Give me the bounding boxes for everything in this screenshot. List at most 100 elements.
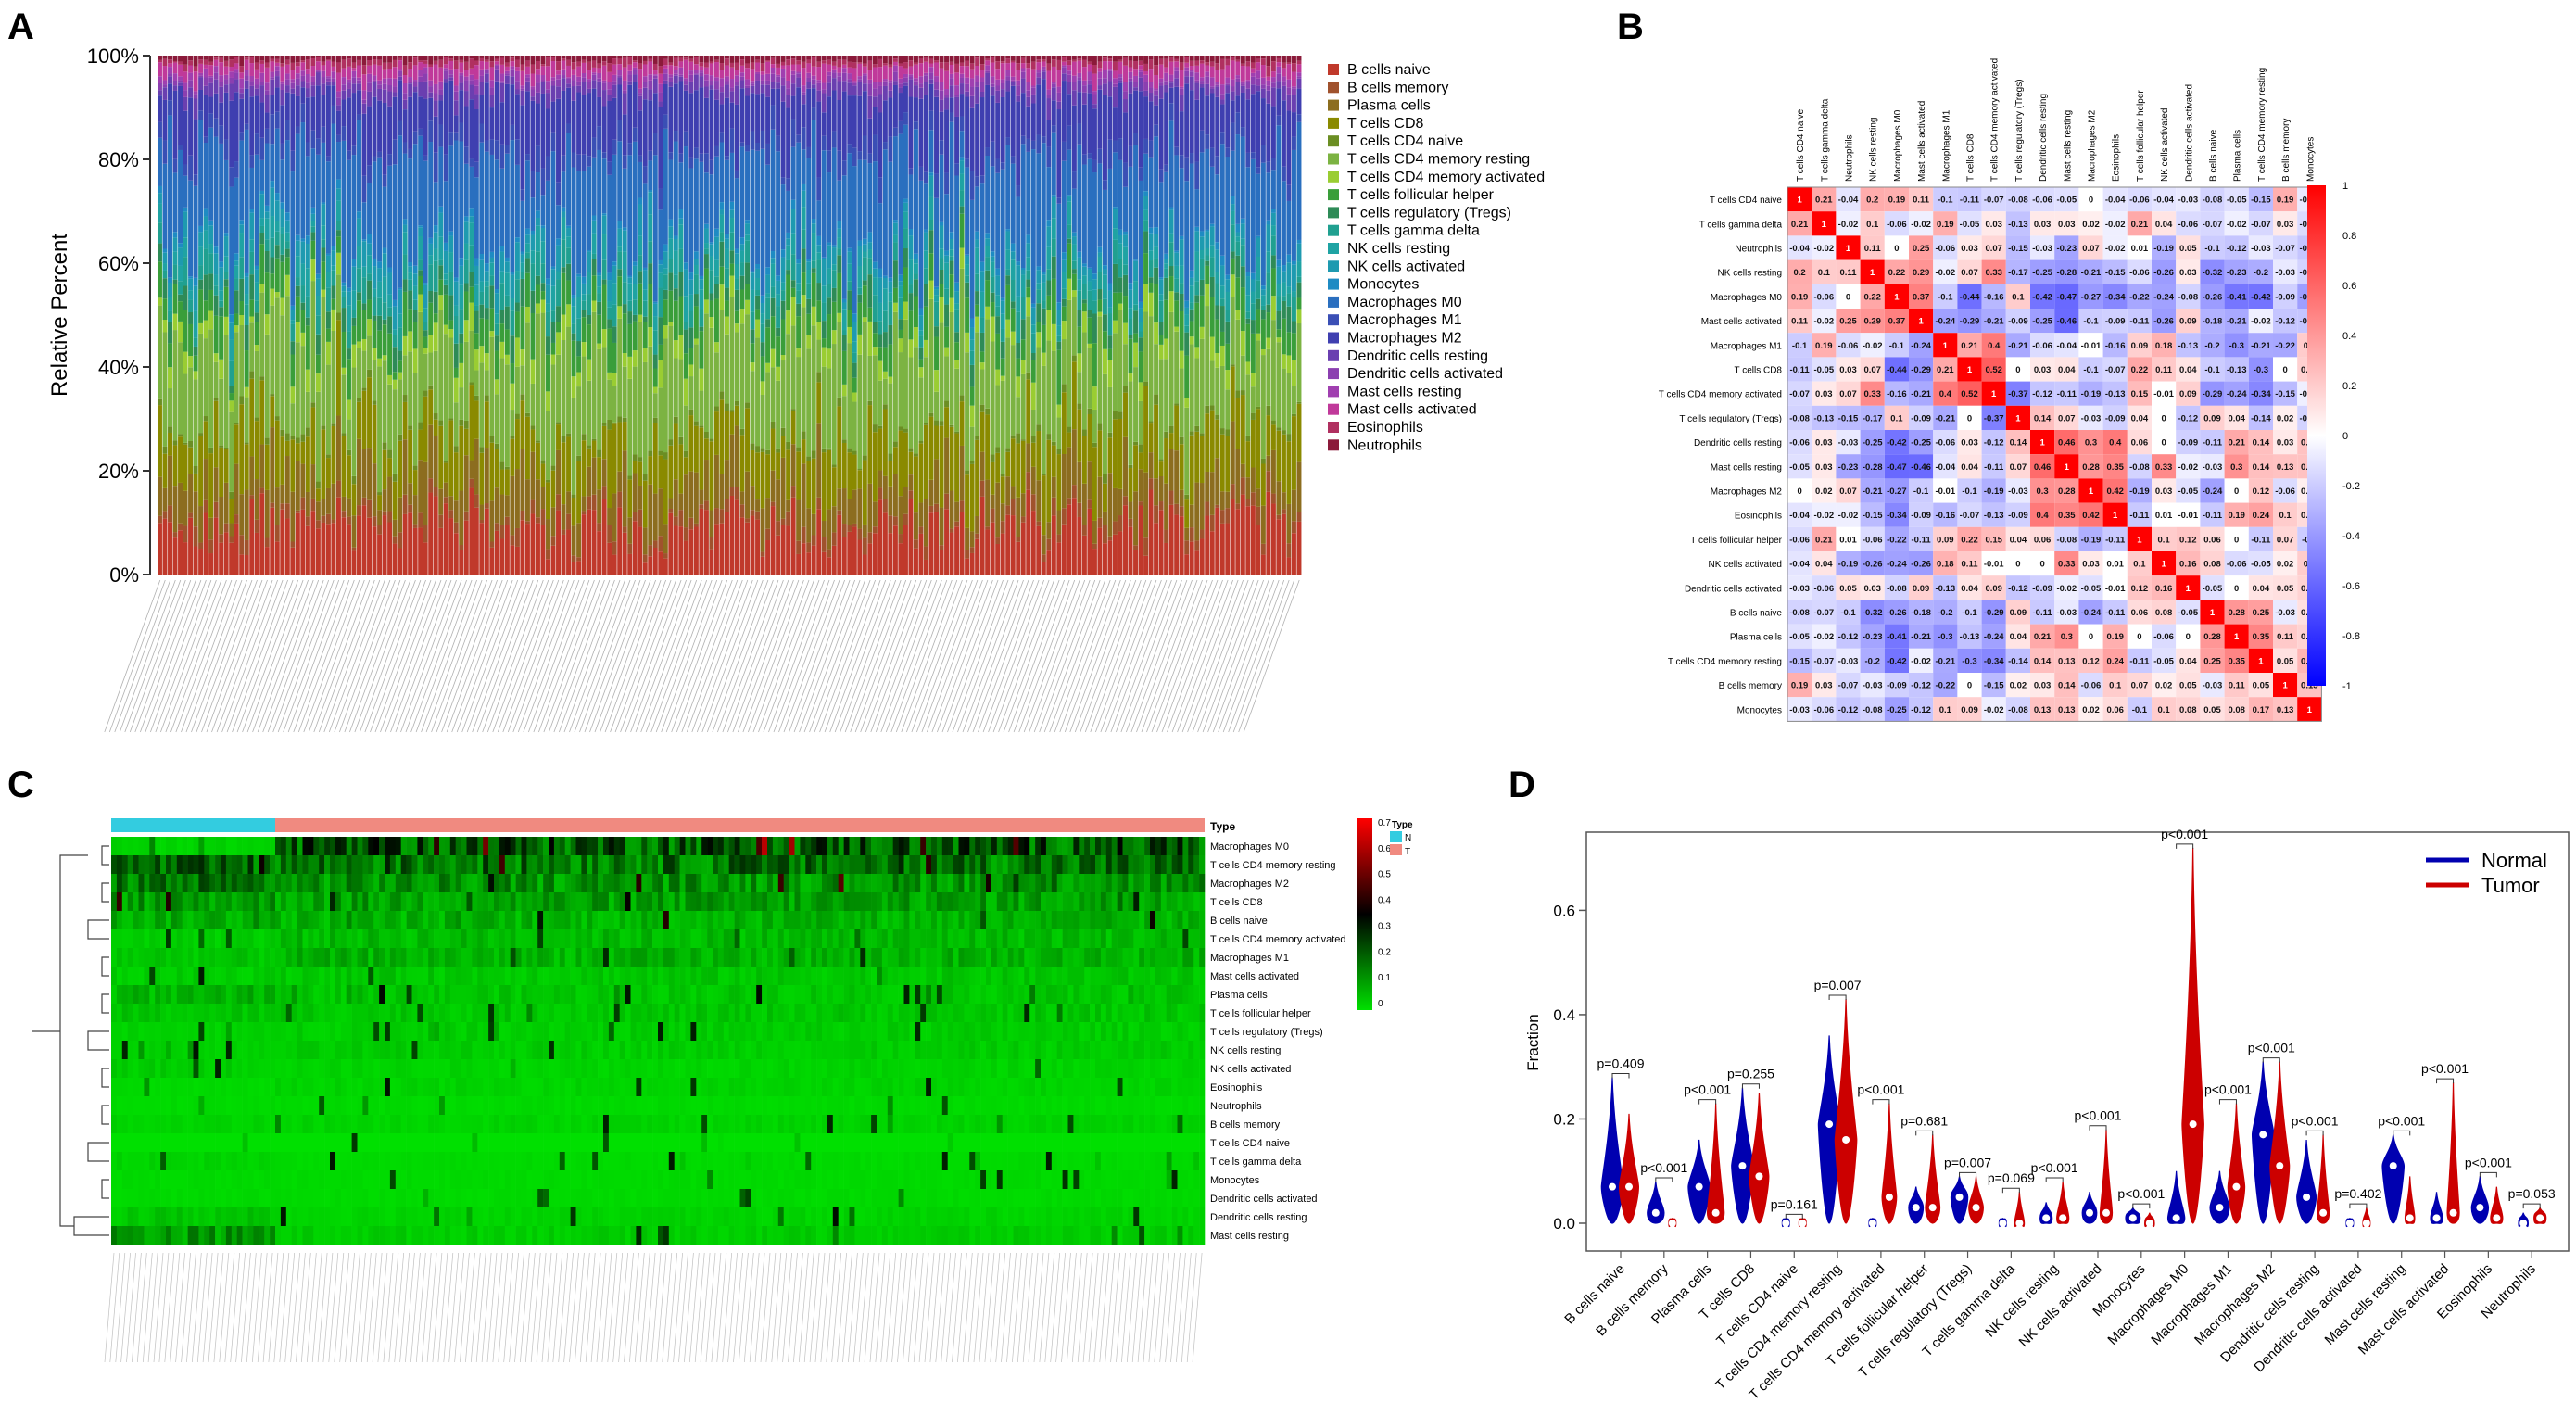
bar-segment	[474, 258, 479, 266]
bar-segment	[1087, 153, 1092, 159]
bar-segment	[729, 411, 735, 435]
x-tick-label	[579, 579, 636, 733]
bar-segment	[300, 497, 306, 510]
bar-segment	[724, 76, 729, 82]
bar-segment	[985, 526, 991, 530]
bar-segment	[158, 222, 162, 244]
bar-segment	[827, 284, 832, 298]
bar-segment	[249, 57, 255, 64]
bar-segment	[1179, 88, 1184, 95]
bar-segment	[489, 442, 495, 501]
bar-segment	[479, 75, 485, 82]
bar-segment	[1067, 70, 1072, 75]
bar-segment	[412, 348, 418, 373]
bar-segment	[469, 58, 474, 69]
bar-segment	[1179, 368, 1184, 437]
bar-segment	[168, 67, 172, 74]
bar-segment	[325, 253, 331, 256]
bar-segment	[928, 56, 934, 59]
bar-segment	[827, 59, 832, 65]
bar-segment	[581, 77, 587, 82]
bar-segment	[760, 56, 765, 64]
bar-segment	[183, 71, 188, 83]
bar-segment	[162, 453, 168, 488]
bar-segment	[658, 272, 663, 288]
bar-segment	[770, 263, 776, 287]
bar-segment	[341, 285, 347, 292]
bar-segment	[719, 509, 725, 524]
bar-segment	[1174, 86, 1180, 147]
bar-segment	[867, 483, 873, 533]
bar-segment	[770, 286, 776, 298]
bar-segment	[494, 394, 499, 444]
bar-segment	[1092, 447, 1097, 521]
bar-segment	[790, 497, 796, 575]
bar-segment	[1174, 56, 1180, 59]
bar-segment	[642, 300, 648, 317]
bar-segment	[1092, 386, 1097, 410]
bar-segment	[1067, 299, 1072, 427]
bar-segment	[928, 230, 934, 254]
bar-segment	[581, 59, 587, 63]
bar-segment	[418, 294, 423, 312]
bar-segment	[1113, 487, 1118, 522]
bar-segment	[642, 267, 648, 271]
bar-segment	[546, 303, 550, 312]
bar-segment	[985, 257, 991, 271]
bar-segment	[1010, 486, 1016, 499]
bar-segment	[1118, 77, 1123, 81]
bar-segment	[418, 527, 423, 575]
bar-segment	[550, 545, 556, 575]
bar-segment	[673, 75, 678, 84]
bar-segment	[1179, 444, 1184, 490]
bar-segment	[514, 94, 520, 140]
bar-segment	[382, 186, 387, 248]
bar-segment	[499, 538, 505, 575]
x-tick-label	[665, 579, 723, 733]
bar-segment	[872, 526, 878, 534]
bar-segment	[198, 246, 204, 266]
bar-segment	[347, 82, 351, 89]
bar-segment	[335, 480, 341, 498]
bar-segment	[1051, 218, 1056, 239]
bar-segment	[331, 105, 336, 124]
bar-segment	[632, 473, 638, 512]
bar-segment	[1016, 311, 1021, 343]
bar-segment	[1148, 56, 1154, 60]
bar-segment	[1056, 310, 1062, 326]
bar-segment	[1256, 70, 1261, 79]
bar-segment	[1164, 438, 1169, 484]
bar-segment	[867, 79, 873, 84]
bar-segment	[1000, 474, 1005, 477]
bar-segment	[719, 214, 725, 233]
bar-segment	[587, 448, 592, 467]
bar-segment	[203, 416, 208, 422]
bar-segment	[520, 88, 525, 91]
bar-segment	[183, 285, 188, 310]
bar-segment	[448, 295, 454, 321]
bar-segment	[959, 213, 965, 248]
bar-segment	[888, 97, 893, 137]
bar-segment	[581, 317, 587, 343]
bar-segment	[259, 284, 265, 293]
bar-segment	[786, 334, 791, 442]
bar-segment	[591, 510, 597, 575]
bar-segment	[504, 153, 510, 258]
bar-segment	[469, 382, 474, 386]
bar-segment	[1215, 305, 1220, 320]
bar-segment	[213, 295, 219, 316]
bar-segment	[305, 56, 310, 59]
x-tick-label	[134, 579, 192, 733]
bar-segment	[913, 263, 918, 274]
bar-segment	[607, 508, 612, 525]
bar-segment	[944, 347, 950, 357]
bar-segment	[975, 291, 980, 305]
bar-segment	[249, 499, 255, 575]
bar-segment	[1230, 60, 1235, 80]
bar-segment	[484, 73, 489, 83]
bar-segment	[561, 272, 566, 315]
bar-segment	[556, 279, 561, 307]
bar-segment	[463, 341, 469, 421]
bar-segment	[872, 295, 878, 322]
bar-segment	[872, 322, 878, 334]
